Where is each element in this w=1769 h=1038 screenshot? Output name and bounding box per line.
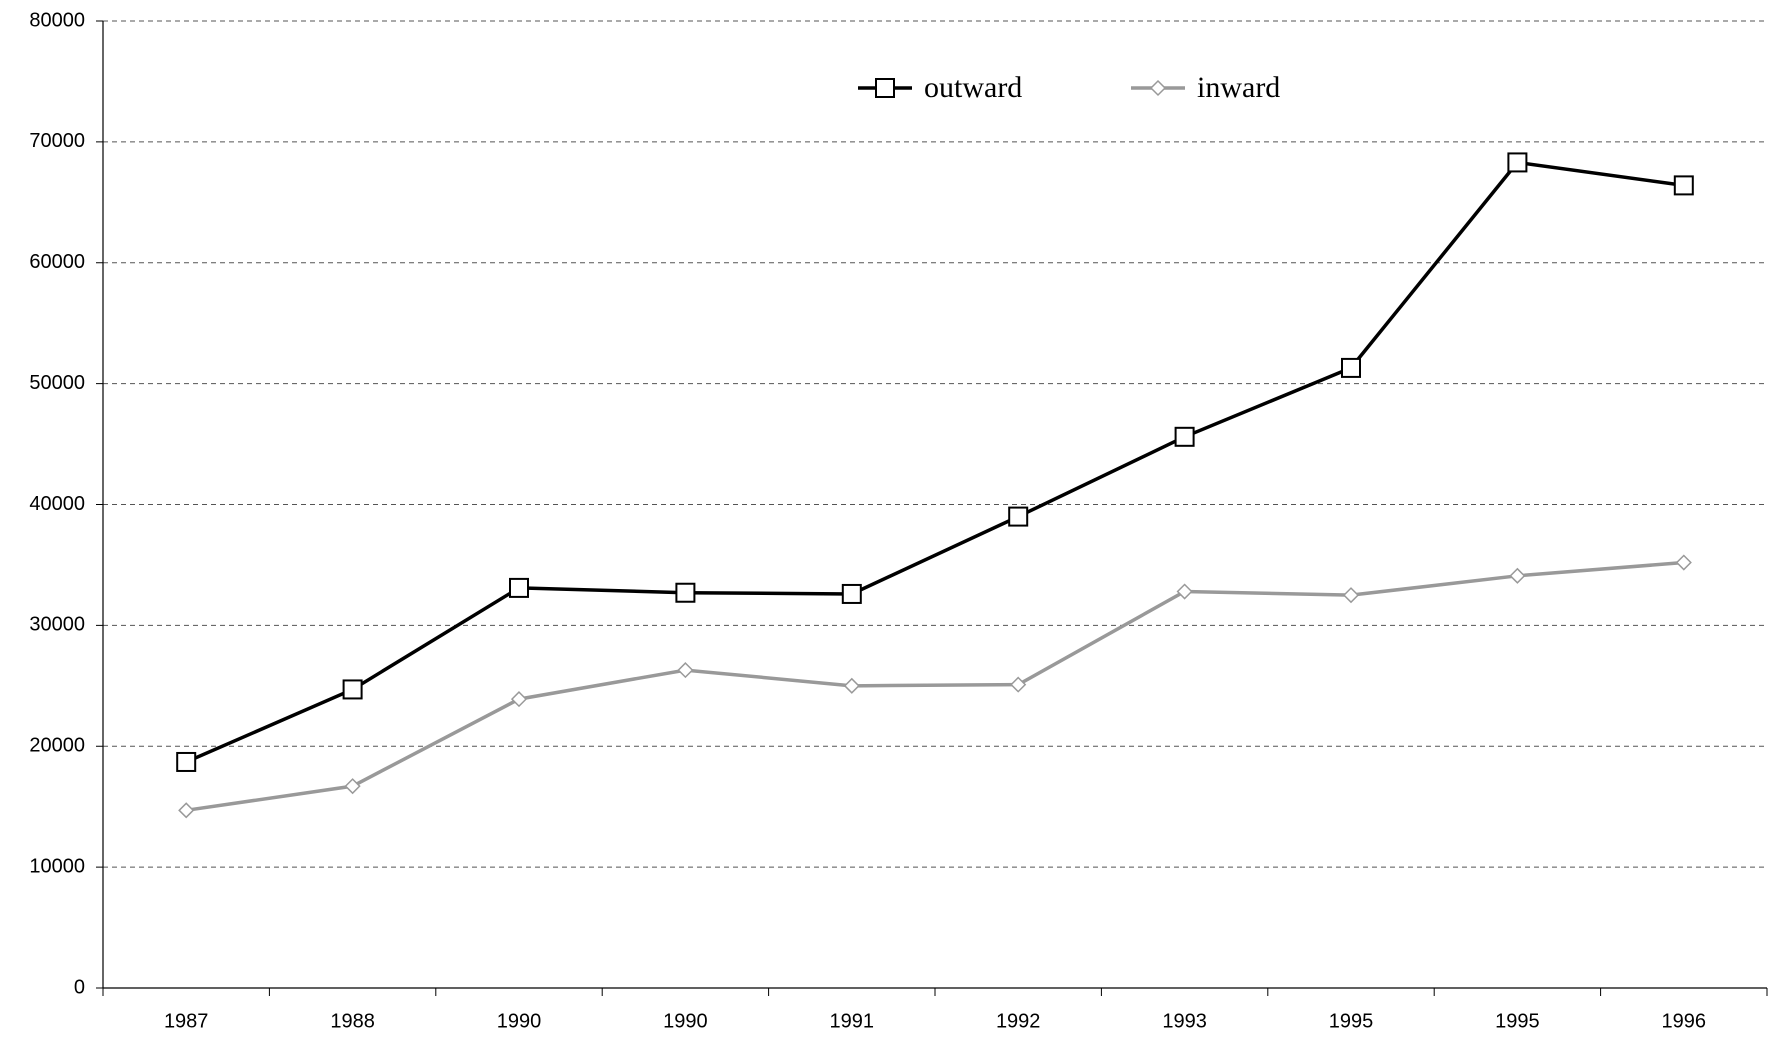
marker: [1341, 357, 1361, 378]
marker: [1174, 426, 1195, 447]
legend-text: outward: [924, 71, 1022, 104]
y-tick-label: 20000: [29, 735, 85, 757]
y-tick-label: 50000: [29, 372, 85, 394]
marker: [1673, 175, 1694, 196]
marker: [675, 582, 696, 603]
marker: [342, 679, 363, 700]
x-tick-label: 1993: [1162, 1010, 1207, 1032]
marker: [677, 662, 694, 679]
x-tick-label: 1995: [1495, 1010, 1540, 1032]
marker: [510, 691, 528, 708]
marker: [875, 78, 895, 98]
marker: [843, 677, 860, 694]
marker: [1008, 506, 1029, 527]
y-tick-label: 40000: [29, 493, 85, 515]
x-tick-label: 1992: [996, 1010, 1041, 1032]
y-tick-label: 80000: [29, 9, 85, 31]
marker: [509, 577, 529, 598]
marker: [1010, 676, 1027, 693]
marker: [1149, 79, 1167, 97]
marker: [841, 583, 862, 604]
marker: [1342, 587, 1360, 604]
marker: [178, 802, 195, 819]
marker: [1509, 567, 1526, 584]
x-tick-label: 1991: [830, 1010, 875, 1032]
y-tick-label: 60000: [29, 251, 85, 273]
y-tick-label: 10000: [29, 855, 85, 877]
marker: [176, 751, 197, 772]
marker: [1675, 554, 1692, 571]
series-line: [185, 560, 1684, 813]
legend-item: outward: [858, 71, 1022, 104]
marker: [1176, 583, 1193, 600]
x-tick-label: 1988: [330, 1010, 375, 1032]
legend-item: inward: [1131, 71, 1280, 104]
y-tick-label: 70000: [29, 130, 85, 152]
x-tick-label: 1995: [1329, 1010, 1374, 1032]
x-tick-label: 1990: [497, 1010, 542, 1032]
x-tick-label: 1996: [1662, 1010, 1707, 1032]
marker: [344, 778, 361, 795]
series-line: [185, 160, 1685, 764]
x-tick-label: 1987: [164, 1010, 209, 1032]
y-tick-label: 0: [74, 976, 85, 998]
marker: [1507, 152, 1528, 173]
y-tick-label: 30000: [29, 614, 85, 636]
x-tick-label: 1990: [663, 1010, 708, 1032]
legend-text: inward: [1197, 71, 1280, 104]
